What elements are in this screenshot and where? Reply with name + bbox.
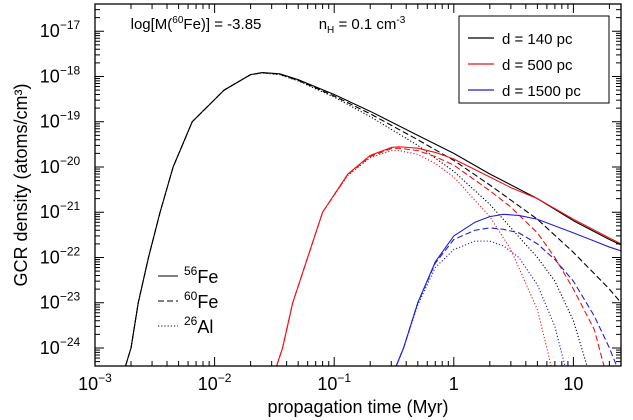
isotope-legend-label: 60Fe bbox=[184, 289, 218, 312]
distance-legend-label: d = 500 pc bbox=[502, 57, 573, 74]
plot-frame bbox=[94, 3, 622, 367]
y-tick-label: 10−18 bbox=[40, 63, 81, 86]
y-axis-label: GCR density (atoms/cm³) bbox=[11, 83, 31, 286]
y-tick-label: 10−17 bbox=[40, 18, 81, 41]
mass-annotation: log[M(60Fe)] = -3.85 bbox=[131, 15, 262, 33]
series-line-5 bbox=[276, 150, 552, 366]
isotope-legend-label: 56Fe bbox=[184, 264, 218, 287]
tick-layer: 10−3 10−2 10−1 1 10 10−24 10−23 10−22 10−21 10−20… bbox=[40, 3, 621, 394]
distance-legend-box bbox=[458, 15, 610, 104]
x-tick-label: 10 bbox=[563, 374, 583, 394]
series-line-8 bbox=[395, 240, 566, 366]
x-tick-label: 10−2 bbox=[198, 371, 232, 394]
density-annotation: nH = 0.1 cm-3 bbox=[319, 15, 406, 36]
series-line-2 bbox=[125, 72, 588, 366]
x-axis-label: propagation time (Myr) bbox=[267, 397, 448, 417]
x-tick-label: 1 bbox=[449, 374, 459, 394]
series-layer bbox=[125, 72, 621, 366]
series-line-3 bbox=[276, 146, 621, 366]
y-tick-label: 10−21 bbox=[40, 199, 81, 222]
distance-legend-label: d = 1500 pc bbox=[502, 83, 581, 100]
y-tick-label: 10−20 bbox=[40, 154, 81, 177]
series-line-7 bbox=[395, 227, 618, 366]
x-tick-label: 10−1 bbox=[317, 371, 351, 394]
x-tick-label: 10−3 bbox=[78, 371, 112, 394]
isotope-legend-label: 26Al bbox=[184, 314, 213, 337]
series-line-1 bbox=[125, 72, 621, 366]
y-tick-label: 10−19 bbox=[40, 109, 81, 132]
y-tick-label: 10−22 bbox=[40, 244, 81, 267]
y-tick-label: 10−23 bbox=[40, 290, 81, 313]
distance-legend-label: d = 140 pc bbox=[502, 31, 573, 48]
distance-legend: d = 140 pc d = 500 pc d = 1500 pc bbox=[458, 15, 610, 104]
y-tick-label: 10−24 bbox=[40, 335, 81, 358]
